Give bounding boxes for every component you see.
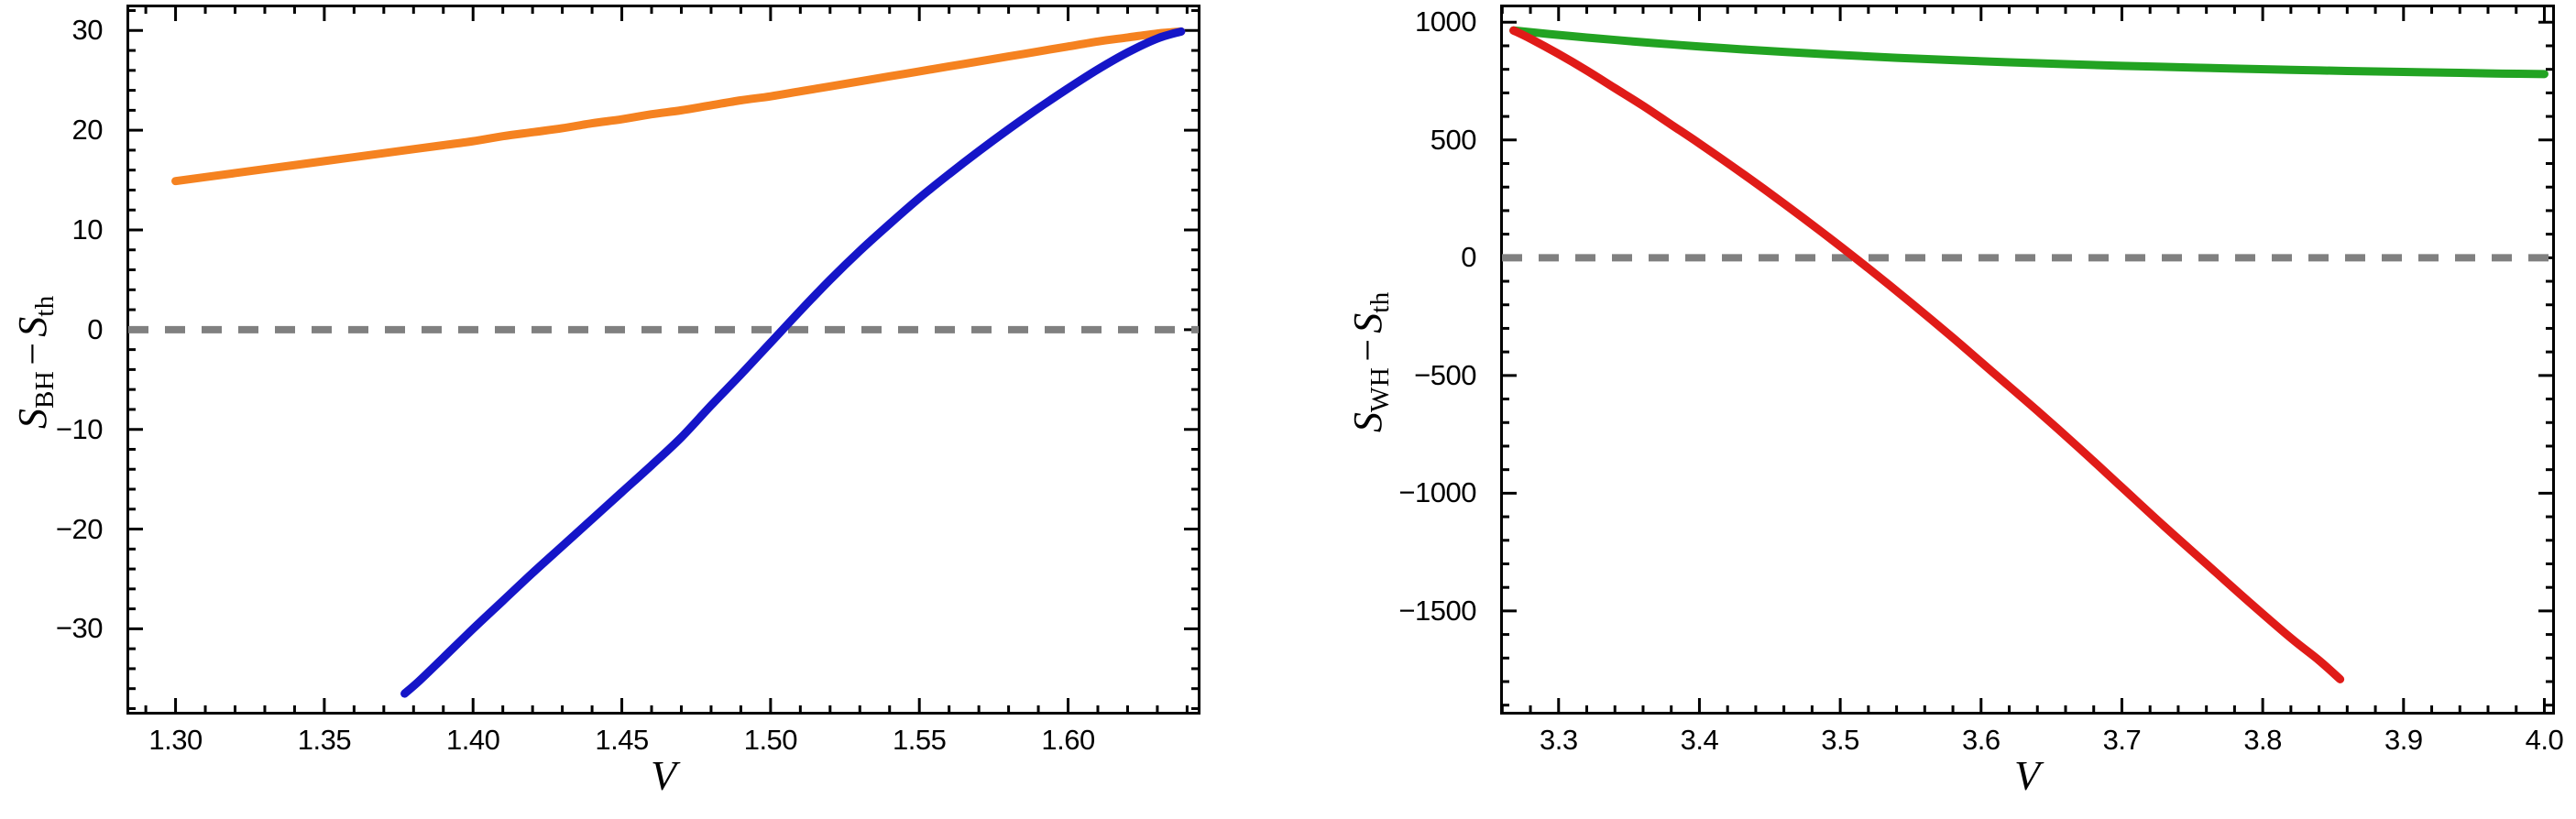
plot-canvas-right: [1500, 5, 2555, 715]
x-tick-label: 1.30: [148, 724, 203, 756]
y-tick-label: −10: [55, 412, 104, 445]
y-axis-title-right: SWH−Sth: [1344, 290, 1396, 432]
x-tick-label: 1.40: [446, 724, 500, 756]
y-tick-label: 1000: [1415, 5, 1476, 38]
x-tick-label: 1.50: [743, 724, 798, 756]
y-tick-label: 500: [1430, 123, 1477, 156]
x-axis-title-right: V: [2013, 752, 2041, 799]
x-tick-label: 1.55: [893, 724, 947, 756]
y-tick-label: 10: [71, 213, 104, 246]
y-tick-label: −1000: [1398, 476, 1476, 509]
y-tick-label: −20: [55, 512, 104, 545]
series-orange-branch: [171, 27, 1186, 186]
x-tick-label: 3.3: [1539, 724, 1578, 756]
y-tick-label: 0: [1461, 241, 1476, 274]
plot-canvas-left: [126, 5, 1200, 715]
series-blue-branch: [400, 27, 1186, 698]
x-tick-label: 1.60: [1041, 724, 1095, 756]
series-red-branch: [1509, 26, 2345, 683]
series-green-branch: [1509, 26, 2549, 79]
y-tick-label: 20: [71, 114, 104, 147]
x-tick-label: 3.5: [1821, 724, 1859, 756]
y-tick-label: −500: [1414, 358, 1476, 391]
x-tick-label: 4.0: [2525, 724, 2564, 756]
axis-tick-marks: [1500, 5, 2555, 715]
x-tick-label: 3.9: [2384, 724, 2423, 756]
chart-panel-left: −30 −20 −10 0 10 20 30 1.30 1.35 1.40 1.45 1.50 1.5…: [0, 0, 1283, 819]
x-tick-label: 3.7: [2102, 724, 2142, 756]
y-tick-label: 0: [87, 312, 103, 345]
x-axis-title-left: V: [650, 752, 677, 799]
y-tick-label: 30: [71, 14, 104, 47]
y-axis-title-left: SBH−Sth: [9, 294, 60, 429]
x-tick-label: 1.45: [595, 724, 649, 756]
x-tick-label: 3.4: [1680, 724, 1719, 756]
y-tick-label: −1500: [1398, 594, 1476, 627]
y-tick-label: −30: [55, 612, 104, 645]
x-tick-label: 3.6: [1961, 724, 2001, 756]
x-tick-label: 3.8: [2243, 724, 2282, 756]
x-tick-label: 1.35: [297, 724, 352, 756]
chart-panel-right: −1500 −1000 −500 0 500 1000 3.3 3.4 3.5 3.6 3.7 3.…: [1283, 0, 2576, 819]
